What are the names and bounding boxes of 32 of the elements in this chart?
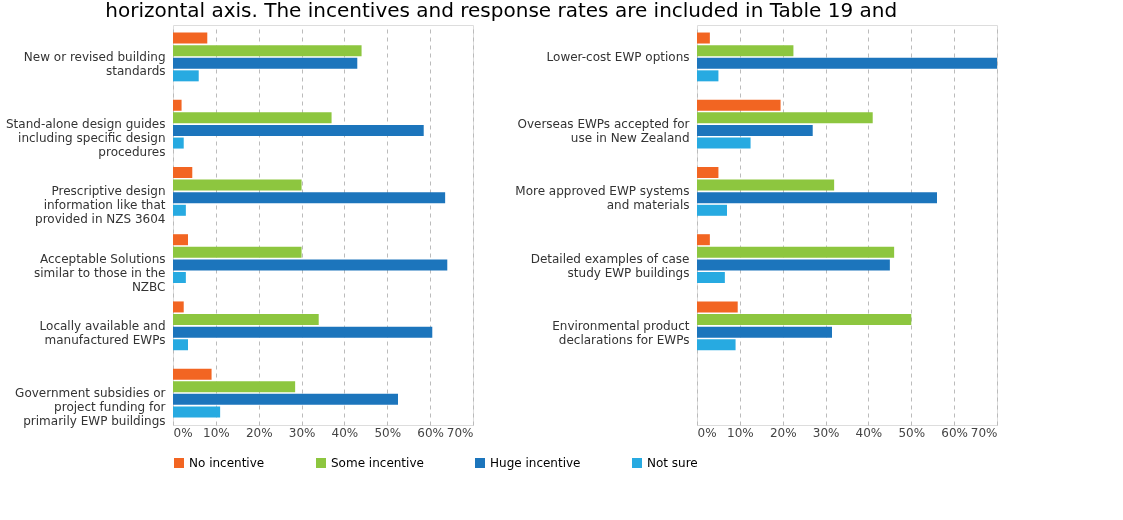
- x-tick-label: 0%: [173, 425, 193, 440]
- x-tick-label: 30%: [812, 425, 840, 440]
- x-tick-label: 70%: [970, 425, 998, 440]
- x-tick-label: 50%: [898, 425, 926, 440]
- y-tick-label: Detailed examples of case study EWP buildings: [530, 251, 690, 280]
- x-tick-label: 60%: [417, 425, 444, 440]
- x-tick-label: 30%: [288, 425, 316, 440]
- x-tick-label: 40%: [331, 425, 359, 440]
- x-tick-label: 70%: [446, 425, 474, 440]
- legend-label: Not sure: [647, 456, 698, 470]
- x-tick-label: 60%: [941, 425, 968, 440]
- y-tick-label: Overseas EWPs accepted for use in New Zealand: [517, 117, 690, 146]
- x-tick-label: 50%: [374, 425, 402, 440]
- x-tick-label: 10%: [203, 425, 230, 440]
- y-tick-label: Prescriptive design information like that provided in NZS 3604: [35, 184, 166, 227]
- y-tick-label: Government subsidies or project funding for primarily EWP buildings: [15, 386, 166, 429]
- x-tick-label: 10%: [727, 425, 754, 440]
- y-tick-label: Locally available and manufactured EWPs: [39, 318, 166, 347]
- y-tick-label: Lower-cost EWP options: [546, 49, 690, 64]
- y-tick-label: Environmental product declarations for EWPs: [552, 318, 690, 347]
- y-tick-label: More approved EWP systems and materials: [515, 184, 690, 213]
- legend-label: Huge incentive: [490, 456, 581, 470]
- y-tick-label: New or revised building standards: [23, 49, 166, 78]
- y-tick-label: Stand-alone design guides including specific design procedures: [6, 117, 166, 160]
- x-tick-label: 40%: [855, 425, 883, 440]
- text: horizontal axis. The incentives and response rates are included in Table 19 and: [105, 0, 898, 22]
- x-tick-label: 20%: [769, 425, 797, 440]
- legend-label: Some incentive: [331, 456, 424, 470]
- x-tick-label: 20%: [245, 425, 273, 440]
- y-tick-label: Acceptable Solutions similar to those in the NZBC: [34, 251, 166, 294]
- legend-label: No incentive: [189, 456, 265, 470]
- x-tick-label: 0%: [697, 425, 717, 440]
